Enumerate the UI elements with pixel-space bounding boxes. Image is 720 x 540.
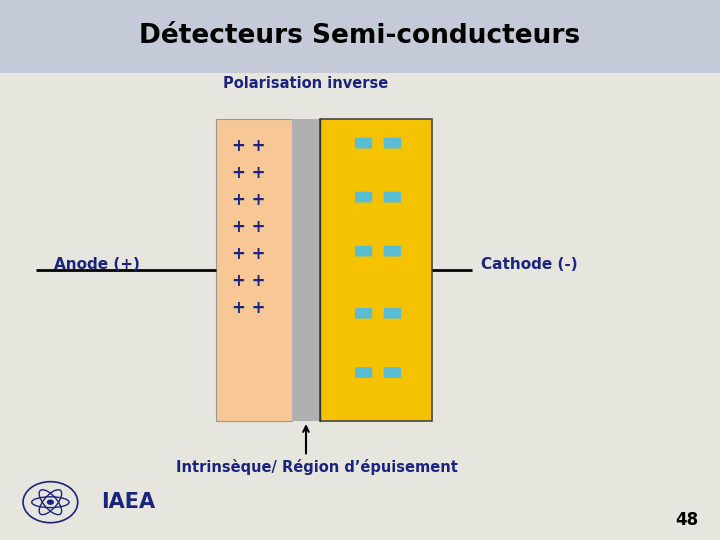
- Text: Intrinsèque/ Région d’épuisement: Intrinsèque/ Région d’épuisement: [176, 459, 458, 475]
- Text: + +: + +: [232, 272, 265, 290]
- FancyBboxPatch shape: [355, 308, 372, 319]
- FancyBboxPatch shape: [355, 138, 372, 148]
- Text: 48: 48: [675, 511, 698, 529]
- Circle shape: [47, 500, 54, 505]
- Text: Détecteurs Semi-conducteurs: Détecteurs Semi-conducteurs: [140, 23, 580, 50]
- FancyBboxPatch shape: [384, 367, 401, 378]
- Text: + +: + +: [232, 218, 265, 236]
- FancyBboxPatch shape: [384, 192, 401, 202]
- Text: + +: + +: [232, 191, 265, 209]
- Text: + +: + +: [232, 245, 265, 263]
- Bar: [216, 119, 292, 421]
- FancyBboxPatch shape: [384, 246, 401, 256]
- FancyBboxPatch shape: [384, 308, 401, 319]
- FancyBboxPatch shape: [384, 138, 401, 148]
- Bar: [292, 119, 320, 421]
- FancyBboxPatch shape: [355, 246, 372, 256]
- Text: + +: + +: [232, 137, 265, 155]
- Text: + +: + +: [232, 164, 265, 182]
- Text: Polarisation inverse: Polarisation inverse: [223, 76, 389, 91]
- FancyBboxPatch shape: [355, 192, 372, 202]
- Text: Anode (+): Anode (+): [54, 257, 140, 272]
- Text: IAEA: IAEA: [101, 492, 155, 512]
- FancyBboxPatch shape: [355, 367, 372, 378]
- Text: + +: + +: [232, 299, 265, 317]
- Bar: [320, 119, 432, 421]
- Text: Cathode (-): Cathode (-): [481, 257, 577, 272]
- Bar: [0, 0, 720, 73]
